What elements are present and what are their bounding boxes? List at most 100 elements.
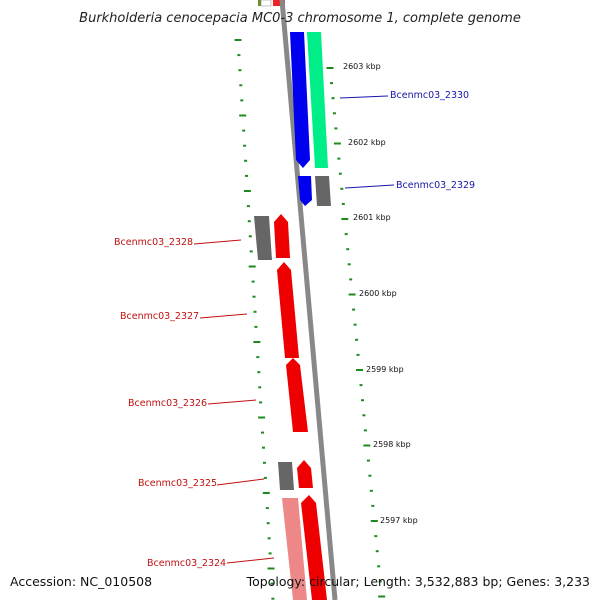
right-rail-tick: [330, 82, 333, 85]
right-rail-tick: [356, 369, 363, 371]
feature-top-red: [273, 0, 285, 6]
left-rail-tick: [258, 386, 262, 389]
right-rail-tick: [374, 535, 378, 538]
right-rail-tick: [378, 580, 382, 583]
leader-line-2326: [207, 399, 257, 405]
right-rail-tick: [326, 67, 334, 69]
right-rail-tick: [349, 278, 353, 281]
right-rail-tick: [341, 218, 349, 220]
left-rail-tick: [267, 537, 271, 540]
right-rail-tick: [377, 565, 381, 568]
gene-bcenmc03-2325-gray-feature[interactable]: [278, 462, 294, 490]
left-rail-tick: [256, 356, 260, 359]
right-rail-tick: [347, 263, 351, 266]
right-rail-tick: [334, 127, 338, 130]
right-rail-tick: [338, 172, 342, 175]
gene-bcenmc03-2329-gray-feature[interactable]: [315, 176, 331, 206]
left-rail-tick: [245, 174, 248, 177]
left-rail-tick: [243, 190, 251, 192]
right-rail-tick: [337, 157, 341, 160]
left-rail-tick: [258, 416, 266, 419]
gene-label-bcenmc03-2330[interactable]: Bcenmc03_2330: [390, 90, 469, 101]
left-rail-tick: [248, 265, 256, 268]
right-rail-tick: [368, 474, 372, 477]
kbp-label-2601: 2601 kbp: [353, 213, 391, 222]
leader-line-2327: [199, 313, 248, 319]
left-rail-tick: [259, 401, 263, 404]
right-rail-tick: [361, 399, 364, 402]
left-rail-tick: [253, 341, 261, 343]
left-rail-tick: [263, 476, 267, 479]
left-rail-tick: [262, 446, 265, 449]
right-rail-tick: [353, 323, 357, 326]
gene-bcenmc03-2324-pink-feature[interactable]: [282, 498, 307, 600]
leader-line-2325: [216, 478, 265, 486]
right-rail-tick: [341, 202, 345, 205]
right-rail-tick: [352, 308, 356, 311]
left-rail-tick: [238, 69, 242, 72]
gene-label-bcenmc03-2329[interactable]: Bcenmc03_2329: [396, 180, 475, 191]
right-rail-tick: [363, 429, 367, 432]
leader-line-2329: [344, 184, 395, 189]
left-rail-tick: [270, 582, 274, 585]
left-rail-tick: [254, 325, 258, 328]
gene-bcenmc03-2329-arrow[interactable]: [298, 176, 312, 206]
gene-label-bcenmc03-2324[interactable]: Bcenmc03_2324: [147, 558, 226, 569]
gene-bcenmc03-2324-arrow[interactable]: [301, 495, 327, 600]
right-rail-tick: [370, 520, 378, 522]
left-rail-tick: [267, 567, 275, 570]
right-rail-tick: [355, 338, 359, 341]
left-rail-tick: [247, 220, 251, 223]
gene-label-bcenmc03-2327[interactable]: Bcenmc03_2327: [120, 311, 199, 322]
kbp-label-2597: 2597 kbp: [380, 516, 418, 525]
gene-bcenmc03-2326-arrow[interactable]: [286, 358, 308, 432]
right-rail-tick: [346, 248, 350, 251]
right-rail-tick: [371, 504, 375, 507]
right-rail-tick: [369, 489, 373, 492]
right-rail-tick: [356, 353, 360, 356]
accession-text: Accession: NC_010508: [10, 574, 152, 589]
right-rail-tick: [340, 187, 344, 190]
map-title: Burkholderia cenocepacia MC0-3 chromosom…: [79, 11, 521, 26]
gene-bcenmc03-2328-arrow[interactable]: [274, 214, 290, 258]
right-rail-tick: [344, 233, 348, 236]
left-rail-tick: [246, 205, 250, 208]
feature-top-white: [260, 0, 272, 7]
left-rail-tick: [234, 39, 242, 41]
left-rail-tick: [244, 159, 248, 162]
left-rail-tick: [261, 431, 264, 434]
kbp-label-2598: 2598 kbp: [373, 440, 411, 449]
right-rail-tick: [375, 550, 379, 553]
left-rail-tick: [268, 552, 272, 555]
gene-bcenmc03-2327-arrow[interactable]: [277, 262, 299, 358]
left-rail-tick: [253, 310, 257, 313]
kbp-label-2602: 2602 kbp: [348, 138, 386, 147]
gene-label-bcenmc03-2328[interactable]: Bcenmc03_2328: [114, 237, 193, 248]
gene-bcenmc03-2325-arrow[interactable]: [297, 460, 313, 488]
gene-label-bcenmc03-2325[interactable]: Bcenmc03_2325: [138, 478, 217, 489]
left-rail-tick: [266, 522, 270, 525]
left-rail-tick: [240, 99, 244, 102]
left-rail-tick: [257, 371, 261, 374]
gene-bcenmc03-2328-gray-feature[interactable]: [254, 216, 272, 260]
left-rail-tick: [252, 295, 256, 298]
left-rail-tick: [251, 280, 255, 283]
left-rail-tick: [262, 492, 270, 494]
right-rail-tick: [331, 97, 335, 100]
right-rail-tick: [332, 112, 336, 115]
kbp-label-2600: 2600 kbp: [359, 289, 397, 298]
left-rail-tick: [265, 507, 269, 510]
leader-line-2330: [339, 95, 389, 99]
right-rail-tick: [348, 293, 356, 296]
right-rail-tick: [362, 414, 366, 417]
gene-bcenmc03-2330-teal-feature[interactable]: [307, 32, 328, 168]
left-rail-tick: [248, 235, 252, 238]
right-rail-tick: [363, 444, 371, 447]
gene-bcenmc03-2330-arrow[interactable]: [290, 32, 310, 168]
gene-label-bcenmc03-2326[interactable]: Bcenmc03_2326: [128, 398, 207, 409]
leader-line-2328: [193, 239, 242, 245]
left-rail-tick: [242, 129, 246, 132]
left-rail-tick: [239, 114, 247, 117]
